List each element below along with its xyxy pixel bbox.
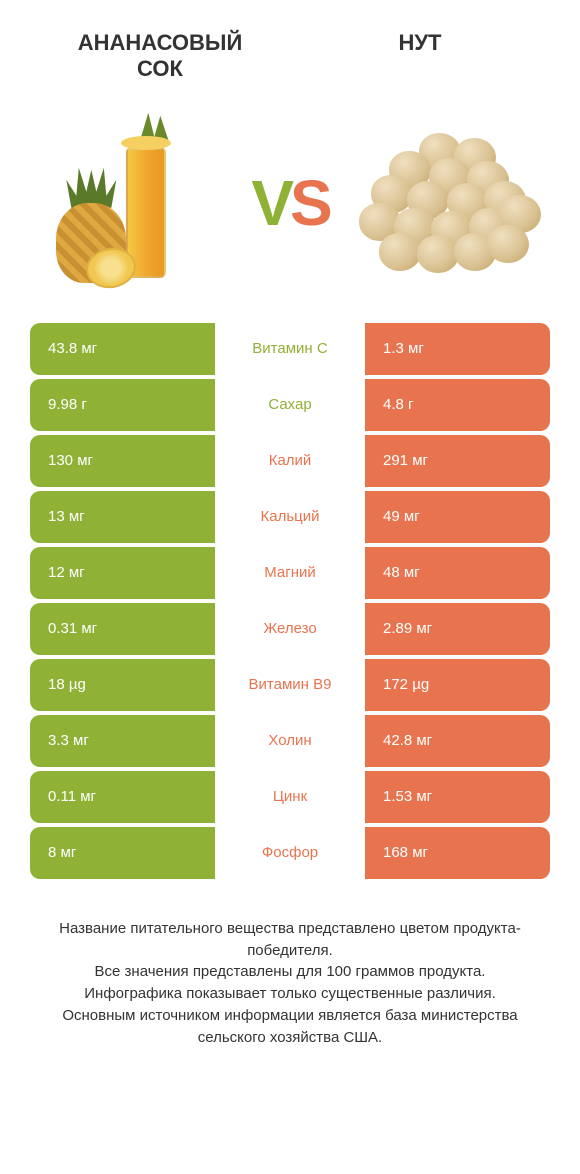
nutrient-row: 0.31 мгЖелезо2.89 мг bbox=[30, 603, 550, 655]
nutrient-row: 130 мгКалий291 мг bbox=[30, 435, 550, 487]
right-value: 172 µg bbox=[365, 659, 550, 711]
left-value: 8 мг bbox=[30, 827, 215, 879]
nutrient-row: 3.3 мгХолин42.8 мг bbox=[30, 715, 550, 767]
chickpea-icon bbox=[487, 225, 529, 263]
vs-section: VS bbox=[0, 93, 580, 323]
nutrient-label: Цинк bbox=[215, 771, 365, 823]
right-value: 48 мг bbox=[365, 547, 550, 599]
right-value: 168 мг bbox=[365, 827, 550, 879]
right-value: 42.8 мг bbox=[365, 715, 550, 767]
chickpea-image bbox=[359, 118, 529, 288]
nutrient-label: Холин bbox=[215, 715, 365, 767]
nutrient-label: Витамин C bbox=[215, 323, 365, 375]
right-value: 4.8 г bbox=[365, 379, 550, 431]
left-value: 130 мг bbox=[30, 435, 215, 487]
pineapple-juice-image bbox=[51, 118, 221, 288]
left-value: 12 мг bbox=[30, 547, 215, 599]
left-value: 18 µg bbox=[30, 659, 215, 711]
nutrient-label: Сахар bbox=[215, 379, 365, 431]
left-value: 0.31 мг bbox=[30, 603, 215, 655]
nutrient-row: 18 µgВитамин B9172 µg bbox=[30, 659, 550, 711]
left-value: 3.3 мг bbox=[30, 715, 215, 767]
vs-v: V bbox=[251, 167, 290, 239]
header: АНАНАСОВЫЙ СОК НУТ bbox=[0, 0, 580, 93]
nutrient-row: 8 мгФосфор168 мг bbox=[30, 827, 550, 879]
nutrient-label: Калий bbox=[215, 435, 365, 487]
footer-line-3: Инфографика показывает только существенн… bbox=[30, 983, 550, 1005]
right-product-title: НУТ bbox=[320, 30, 520, 83]
footer-line-2: Все значения представлены для 100 граммо… bbox=[30, 961, 550, 983]
nutrient-row: 9.98 гСахар4.8 г bbox=[30, 379, 550, 431]
vs-s: S bbox=[290, 167, 329, 239]
nutrient-label: Кальций bbox=[215, 491, 365, 543]
nutrient-row: 13 мгКальций49 мг bbox=[30, 491, 550, 543]
footer-line-1: Название питательного вещества представл… bbox=[30, 918, 550, 962]
right-value: 1.3 мг bbox=[365, 323, 550, 375]
left-product-title: АНАНАСОВЫЙ СОК bbox=[60, 30, 260, 83]
left-value: 0.11 мг bbox=[30, 771, 215, 823]
nutrient-row: 43.8 мгВитамин C1.3 мг bbox=[30, 323, 550, 375]
footer-notes: Название питательного вещества представл… bbox=[0, 883, 580, 1049]
right-value: 49 мг bbox=[365, 491, 550, 543]
nutrient-label: Железо bbox=[215, 603, 365, 655]
chickpea-icon bbox=[379, 233, 421, 271]
nutrient-label: Фосфор bbox=[215, 827, 365, 879]
nutrient-row: 0.11 мгЦинк1.53 мг bbox=[30, 771, 550, 823]
nutrient-label: Витамин B9 bbox=[215, 659, 365, 711]
nutrient-table: 43.8 мгВитамин C1.3 мг9.98 гСахар4.8 г13… bbox=[0, 323, 580, 879]
footer-line-4: Основным источником информации является … bbox=[30, 1005, 550, 1049]
chickpea-icon bbox=[417, 235, 459, 273]
left-value: 9.98 г bbox=[30, 379, 215, 431]
right-value: 1.53 мг bbox=[365, 771, 550, 823]
vs-label: VS bbox=[251, 166, 328, 240]
left-value: 13 мг bbox=[30, 491, 215, 543]
nutrient-label: Магний bbox=[215, 547, 365, 599]
right-value: 291 мг bbox=[365, 435, 550, 487]
left-value: 43.8 мг bbox=[30, 323, 215, 375]
right-value: 2.89 мг bbox=[365, 603, 550, 655]
nutrient-row: 12 мгМагний48 мг bbox=[30, 547, 550, 599]
